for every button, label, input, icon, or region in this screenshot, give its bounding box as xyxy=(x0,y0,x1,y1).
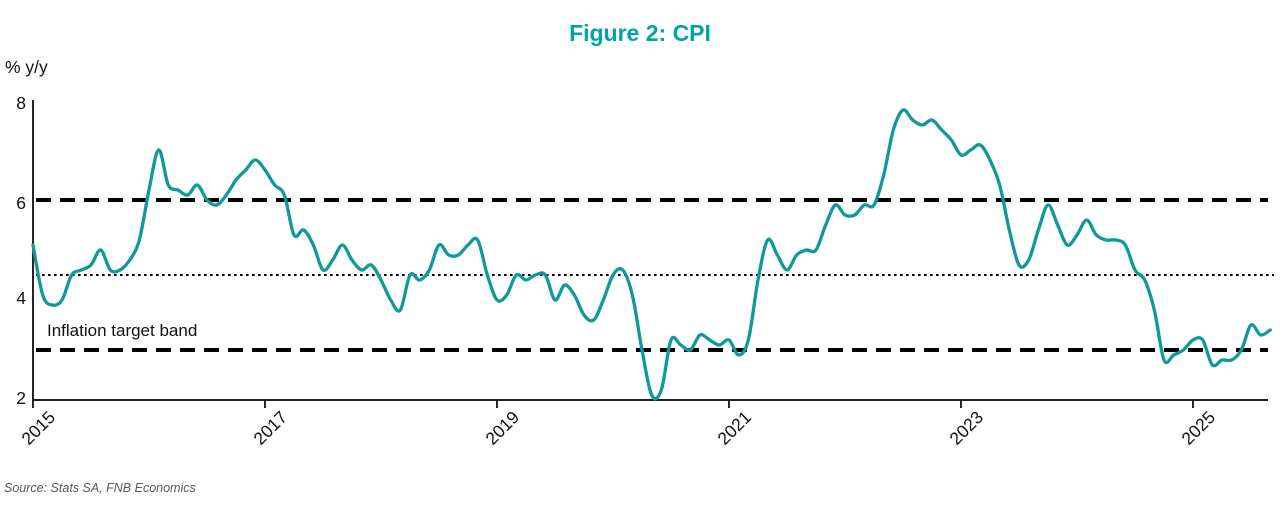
chart-title: Figure 2: CPI xyxy=(569,20,711,46)
y-tick-label-8: 8 xyxy=(16,93,26,113)
inflation-target-band-label: Inflation target band xyxy=(47,321,198,340)
y-tick-label-4: 4 xyxy=(16,288,26,308)
y-tick-label-2: 2 xyxy=(16,388,26,408)
y-tick-label-6: 6 xyxy=(16,193,26,213)
source-note: Source: Stats SA, FNB Economics xyxy=(4,481,196,495)
y-axis-unit-label: % y/y xyxy=(5,57,48,77)
